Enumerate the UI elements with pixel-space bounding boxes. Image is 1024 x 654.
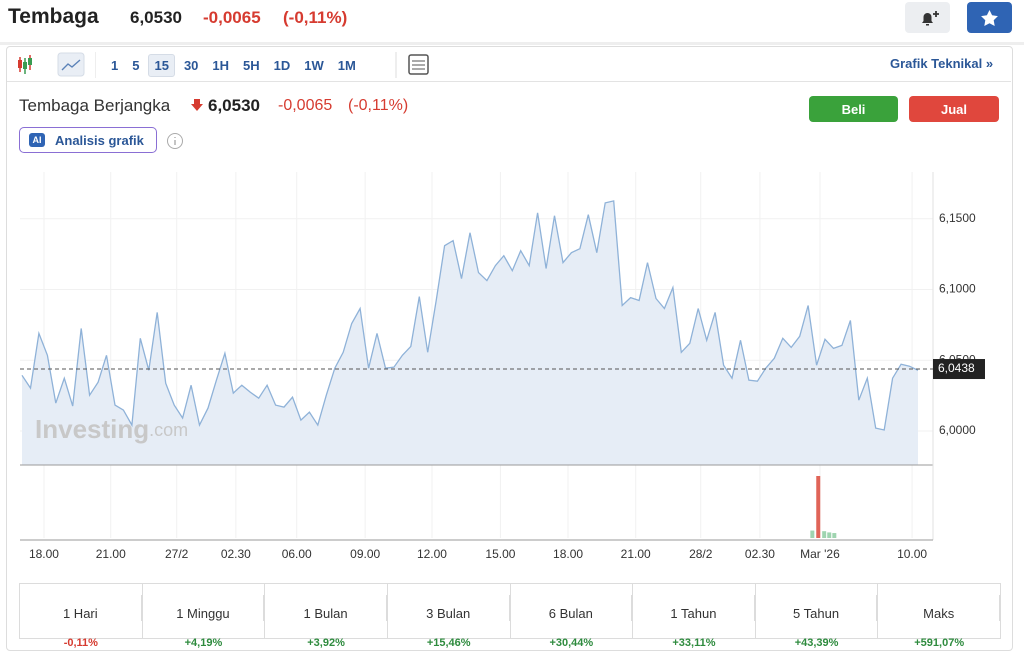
x-tick-label: Mar '26 [800, 547, 840, 561]
performance-cell[interactable]: 1 Tahun +33,11% [633, 584, 756, 649]
period-change: -0,11% [63, 637, 98, 649]
x-tick-label: 02.30 [221, 547, 251, 561]
x-tick-label: 02.30 [745, 547, 775, 561]
bell-icon [922, 11, 939, 26]
x-tick-label: 15.00 [485, 547, 515, 561]
period-label: 6 Bulan [511, 595, 633, 621]
x-tick-label: 21.00 [621, 547, 651, 561]
period-label: 3 Bulan [388, 595, 510, 621]
period-change: +33,11% [672, 637, 716, 649]
y-tick-label: 6,0000 [939, 423, 976, 437]
performance-cell[interactable]: 5 Tahun +43,39% [756, 584, 879, 649]
price-area [22, 200, 918, 465]
star-icon [981, 10, 998, 26]
performance-cell[interactable]: 6 Bulan +30,44% [511, 584, 634, 649]
chart-panel [6, 46, 1013, 651]
watchlist-button[interactable] [967, 2, 1012, 33]
analysis-button[interactable]: AI Analisis grafik [19, 127, 157, 153]
link-text: Grafik Teknikal [890, 56, 983, 71]
alert-button[interactable] [905, 2, 950, 33]
interval-button[interactable]: 1 [111, 58, 119, 73]
instrument-change-pct: (-0,11%) [348, 97, 409, 114]
calendar-icon [395, 52, 429, 78]
interval-button[interactable]: 5H [243, 58, 260, 73]
instrument-name: Tembaga Berjangka [19, 96, 171, 115]
performance-cell[interactable]: 3 Bulan +15,46% [388, 584, 511, 649]
period-change: +4,19% [184, 637, 223, 649]
divider [0, 42, 1024, 45]
performance-table: 1 Hari -0,11% 1 Minggu +4,19% 1 Bulan +3,92% 3… [19, 583, 1001, 649]
watermark-brand: Investing [35, 414, 149, 444]
interval-button[interactable]: 5 [132, 58, 140, 73]
period-change: +3,92% [307, 637, 345, 649]
period-label: 1 Hari [20, 595, 142, 621]
down-arrow [191, 99, 203, 111]
performance-cell[interactable]: Maks +591,07% [878, 584, 1000, 649]
ai-badge: AI [29, 133, 45, 147]
toolbar-divider [7, 81, 1011, 82]
info-icon [167, 133, 183, 149]
period-change: +15,46% [426, 637, 471, 649]
interval-button[interactable]: 30 [183, 58, 199, 73]
period-label: 1 Minggu [143, 595, 265, 621]
buy-button[interactable]: Beli [809, 96, 898, 122]
x-tick-label: 27/2 [165, 547, 189, 561]
x-tick-label: 28/2 [689, 547, 713, 561]
y-tick-label: 6,1000 [939, 282, 976, 296]
header-price: 6,0530 [130, 8, 182, 27]
volume-bar [832, 533, 837, 538]
interval-toolbar: 1 5 15 30 1H 5H 1D 1W 1M [106, 54, 365, 77]
volume-bar [822, 531, 827, 538]
price-line [21, 200, 919, 431]
period-label: Maks [878, 595, 1000, 621]
performance-cell[interactable]: 1 Hari -0,11% [20, 584, 143, 649]
watermark-suffix: .com [149, 420, 188, 440]
performance-cell[interactable]: 1 Bulan +3,92% [265, 584, 388, 649]
interval-button[interactable]: 1D [273, 58, 291, 73]
technical-link[interactable]: Grafik Teknikal » [890, 56, 993, 71]
interval-button[interactable]: 1W [304, 58, 324, 73]
last-price-box [933, 359, 985, 380]
x-tick-label: 10.00 [897, 547, 927, 561]
price-chart: 6,00006,05006,10006,1500Investing.com6,0… [20, 172, 985, 561]
x-tick-label: 18.00 [29, 547, 59, 561]
period-change: +591,07% [914, 637, 965, 649]
period-label: 5 Tahun [756, 595, 878, 621]
header-change: -0,0065 [203, 8, 261, 27]
volume-bar [810, 530, 815, 538]
x-tick-label: 12.00 [417, 547, 447, 561]
page-title: Tembaga [8, 5, 99, 28]
x-tick-label: 18.00 [553, 547, 583, 561]
link-arrow: » [985, 56, 994, 71]
x-tick-label: 06.00 [282, 547, 312, 561]
y-tick-label: 6,1500 [939, 211, 976, 225]
last-price-label: 6,0438 [938, 361, 975, 375]
header-change-pct: (-0,11%) [283, 8, 348, 27]
analysis-label: Analisis grafik [55, 133, 144, 148]
x-tick-label: 09.00 [350, 547, 380, 561]
sell-button[interactable]: Jual [909, 96, 999, 122]
performance-cell[interactable]: 1 Minggu +4,19% [143, 584, 266, 649]
interval-button[interactable]: 1H [212, 58, 230, 73]
volume-bar [827, 532, 832, 538]
x-tick-label: 21.00 [96, 547, 126, 561]
period-label: 1 Tahun [633, 595, 755, 621]
period-change: +43,39% [794, 637, 839, 649]
instrument-price: 6,0530 [208, 96, 260, 115]
period-change: +30,44% [549, 637, 594, 649]
chart-type-icons [18, 52, 96, 78]
interval-button[interactable]: 15 [148, 54, 175, 77]
volume-bar [816, 476, 821, 538]
interval-button[interactable]: 1M [337, 58, 356, 73]
period-label: 1 Bulan [265, 595, 387, 621]
watermark: Investing.com [35, 414, 188, 444]
instrument-change: -0,0065 [278, 97, 333, 114]
